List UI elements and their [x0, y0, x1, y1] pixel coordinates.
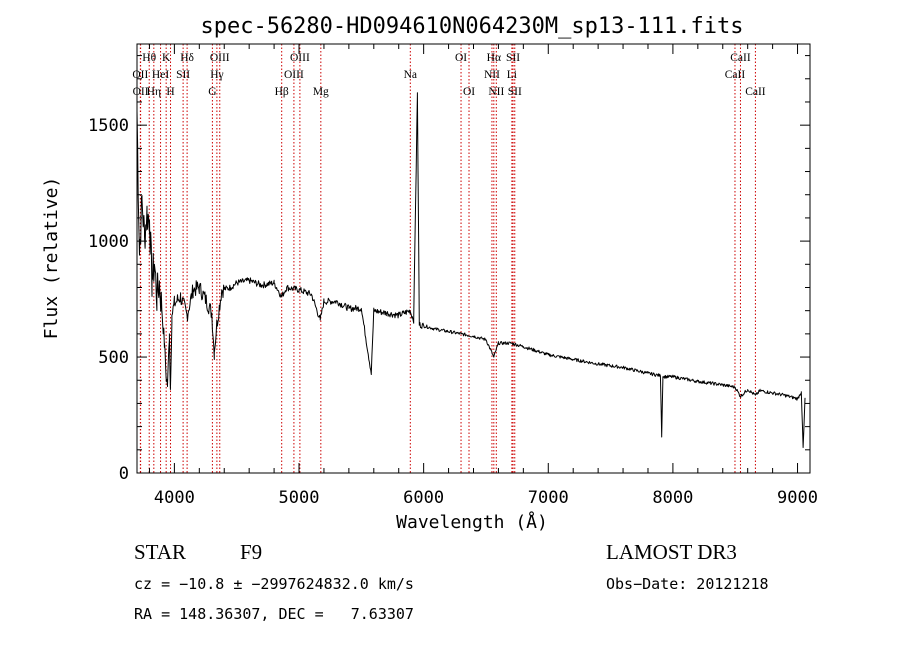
x-tick-label: 8000: [652, 488, 693, 508]
y-tick-label: 500: [98, 348, 129, 368]
line-label: H: [166, 86, 174, 98]
y-axis-ticks: 0 500 1000 1500: [88, 55, 810, 484]
plot-frame: [136, 43, 811, 474]
x-axis-ticks: 4000 5000 6000 7000 8000 9000: [148, 44, 818, 508]
line-label: OI: [455, 52, 467, 64]
line-label: CaII: [725, 69, 746, 81]
line-label: OI: [463, 86, 475, 98]
line-label: OIII: [210, 52, 230, 64]
obs-date: Obs−Date: 20121218: [606, 575, 769, 593]
chart-title: spec-56280-HD094610N064230M_sp13-111.fit…: [200, 14, 743, 39]
line-label: Hη: [147, 86, 161, 98]
y-axis-label: Flux (relative): [41, 177, 62, 340]
x-tick-label: 4000: [154, 488, 195, 508]
line-label: Hγ: [210, 69, 223, 81]
line-label: CaII: [745, 86, 766, 98]
y-tick-label: 1500: [88, 116, 129, 136]
line-label: SII: [506, 52, 520, 64]
survey-name: LAMOST DR3: [606, 540, 737, 564]
line-label: K: [162, 52, 171, 64]
coordinates-text: RA = 148.36307, DEC = 7.63307: [134, 605, 414, 623]
object-class: STAR: [134, 540, 186, 564]
x-tick-label: 9000: [777, 488, 818, 508]
object-subclass: F9: [240, 540, 262, 564]
line-label: HeI: [152, 69, 169, 81]
y-tick-label: 1000: [88, 232, 129, 252]
line-label: Na: [404, 69, 417, 81]
line-label: SII: [508, 86, 522, 98]
line-label: Hθ: [142, 52, 156, 64]
line-label: Hδ: [180, 52, 194, 64]
x-tick-label: 6000: [403, 488, 444, 508]
x-axis-label: Wavelength (Å): [396, 511, 548, 533]
line-label: OIII: [290, 52, 310, 64]
line-label: NII: [484, 69, 500, 81]
line-label: Li: [507, 69, 517, 81]
line-label: CaII: [730, 52, 751, 64]
line-label: Mg: [313, 86, 329, 98]
line-label: OII: [132, 69, 148, 81]
line-label: NII: [488, 86, 504, 98]
line-label: SII: [176, 69, 190, 81]
line-label: Hα: [487, 52, 501, 64]
emission-line-markers: [139, 44, 756, 473]
line-label: OIII: [284, 69, 304, 81]
y-tick-label: 0: [119, 464, 129, 484]
line-label: G: [208, 86, 216, 98]
spectrum-series: [136, 92, 806, 448]
x-tick-label: 5000: [279, 488, 320, 508]
x-tick-label: 7000: [528, 488, 569, 508]
redshift-text: cz = −10.8 ± −2997624832.0 km/s: [134, 575, 414, 593]
line-label: Hβ: [275, 86, 289, 98]
